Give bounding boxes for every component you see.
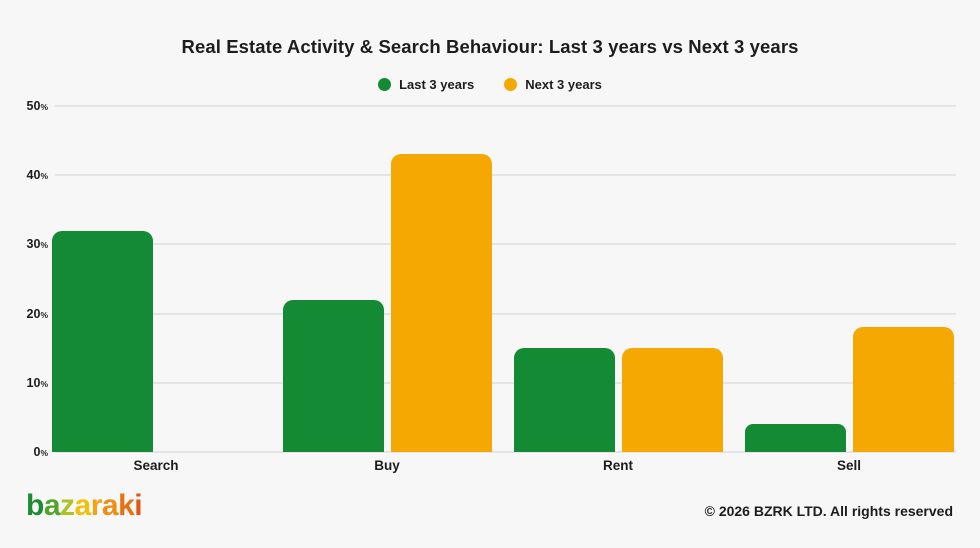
- gridline-10: [55, 381, 956, 384]
- x-axis-label-search: Search: [133, 458, 179, 473]
- bar-search-last-3-years: [51, 230, 153, 452]
- chart-legend: Last 3 years Next 3 years: [0, 77, 980, 92]
- y-axis-tick-50: 50%: [26, 99, 48, 113]
- y-axis-tick-20: 20%: [26, 306, 48, 321]
- y-axis-tick-40: 40%: [26, 168, 48, 183]
- gridline-20: [55, 312, 956, 315]
- logo-letter: z: [60, 489, 75, 522]
- bar-buy-next-3-years: [390, 154, 492, 452]
- x-axis-label-rent: Rent: [603, 458, 633, 473]
- logo-letter: b: [26, 489, 44, 522]
- bar-sell-next-3-years: [852, 327, 954, 452]
- legend-label: Last 3 years: [399, 77, 475, 92]
- logo-letter: i: [134, 489, 143, 522]
- logo-letter: r: [90, 489, 103, 522]
- y-axis-tick-30: 30%: [26, 237, 48, 252]
- legend-item-next-3-years: Next 3 years: [504, 77, 602, 92]
- copyright-text: © 2026 BZRK LTD. All rights reserved: [704, 503, 953, 519]
- gridline-40: [55, 174, 956, 177]
- logo-letter: a: [74, 489, 92, 522]
- y-axis-tick-0: 0%: [33, 445, 48, 459]
- y-axis-tick-10: 10%: [26, 375, 48, 390]
- bar-buy-last-3-years: [282, 299, 384, 452]
- logo-letter: k: [118, 489, 135, 522]
- x-axis-label-sell: Sell: [836, 458, 861, 473]
- bar-sell-last-3-years: [744, 424, 846, 452]
- gridline-50: [55, 105, 956, 107]
- legend-label: Next 3 years: [525, 77, 602, 92]
- bar-rent-last-3-years: [513, 348, 615, 452]
- legend-dot-orange-icon: [504, 78, 518, 91]
- gridline-30: [55, 243, 956, 246]
- gridline-0: [55, 451, 956, 453]
- chart-title: Real Estate Activity & Search Behaviour:…: [181, 36, 799, 57]
- logo-letter: a: [101, 489, 119, 522]
- legend-dot-green-icon: [378, 78, 392, 91]
- legend-item-last-3-years: Last 3 years: [378, 77, 474, 92]
- logo-letter: a: [43, 489, 61, 522]
- x-axis-label-buy: Buy: [374, 458, 400, 473]
- bar-rent-next-3-years: [621, 348, 723, 452]
- bazaraki-logo: bazaraki: [26, 489, 143, 523]
